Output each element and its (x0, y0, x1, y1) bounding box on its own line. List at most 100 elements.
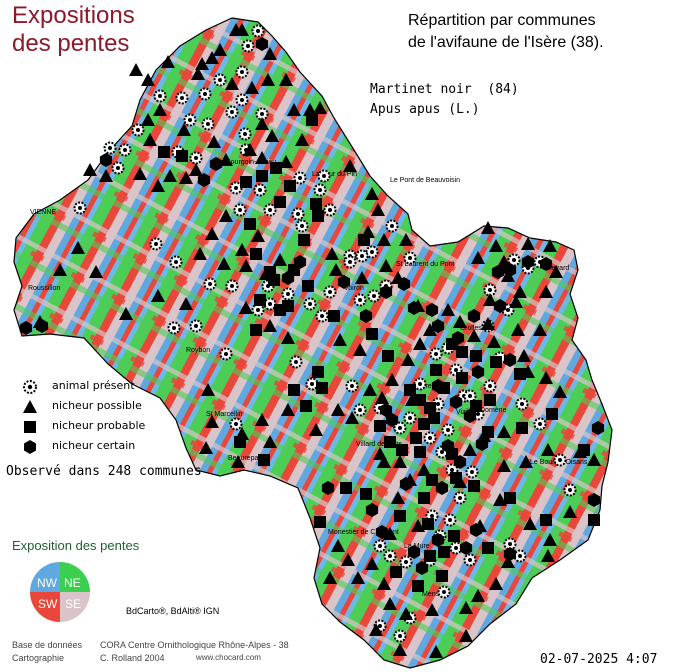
probable-nester-marker (310, 198, 322, 210)
quadrant-se (60, 592, 90, 622)
present-marker (213, 73, 227, 87)
legend-item-possible: nicheur possible (22, 396, 145, 416)
possible-nester-marker (313, 101, 327, 114)
species-common-name: Martinet noir (84) (370, 82, 519, 97)
square-icon (24, 421, 36, 433)
possible-nester-marker (71, 241, 85, 254)
present-marker (413, 377, 427, 391)
possible-nester-marker (521, 237, 535, 250)
possible-nester-marker (459, 629, 473, 642)
possible-nester-marker (481, 317, 495, 330)
present-marker (313, 183, 327, 197)
certain-nester-marker (337, 275, 351, 289)
probable-nester-marker (254, 294, 266, 306)
certain-nester-marker (441, 439, 455, 453)
possible-nester-marker (143, 133, 157, 146)
probable-nester-marker (284, 180, 296, 192)
probable-nester-marker (316, 382, 328, 394)
present-marker (219, 347, 233, 361)
possible-nester-marker (329, 263, 343, 276)
present-marker (167, 321, 181, 335)
probable-nester-marker (468, 480, 480, 492)
town-label: Villard de Lans (356, 441, 403, 448)
possible-nester-marker (459, 601, 473, 614)
possible-nester-marker (199, 441, 213, 454)
possible-nester-marker (411, 519, 425, 532)
present-marker (449, 541, 463, 555)
probable-nester-marker (504, 492, 516, 504)
possible-nester-marker (279, 73, 293, 86)
present-marker (263, 203, 277, 217)
quadrant-label: NE (64, 576, 81, 590)
possible-nester-marker (489, 577, 503, 590)
present-marker (323, 203, 337, 217)
present-marker (443, 513, 457, 527)
possible-nester-marker (207, 135, 221, 148)
probable-nester-marker (428, 412, 440, 424)
present-marker (385, 219, 399, 233)
present-marker (238, 127, 252, 141)
certain-nester-marker (397, 277, 411, 291)
possible-nester-marker (489, 239, 503, 252)
probable-nester-marker (312, 210, 324, 222)
present-marker (73, 201, 87, 215)
certain-nester-marker (491, 265, 505, 279)
map-sources: BdCarto®, BdAlti® IGN (126, 606, 220, 616)
probable-nester-marker (256, 170, 268, 182)
possible-nester-marker (177, 123, 191, 136)
present-marker (175, 91, 189, 105)
probable-nester-marker (264, 266, 276, 278)
symbol-legend: animal présent nicheur possible nicheur … (22, 376, 145, 456)
possible-nester-marker (543, 239, 557, 252)
possible-nester-marker (497, 425, 511, 438)
certain-nester-marker (469, 523, 483, 537)
possible-nester-marker (511, 323, 525, 336)
probable-nester-marker (358, 234, 370, 246)
possible-nester-marker (377, 455, 391, 468)
possible-nester-marker (219, 209, 233, 222)
probable-nester-marker (384, 436, 396, 448)
present-marker (103, 141, 117, 155)
present-marker (483, 379, 497, 393)
possible-nester-marker (379, 259, 393, 272)
probable-nester-marker (424, 402, 436, 414)
probable-nester-marker (514, 368, 526, 380)
possible-nester-marker (441, 303, 455, 316)
possible-nester-marker (153, 103, 167, 116)
present-marker (367, 289, 381, 303)
present-marker (315, 309, 329, 323)
possible-nester-marker (263, 435, 277, 448)
present-marker (291, 207, 305, 221)
legend-label: animal présent (52, 379, 135, 392)
possible-nester-marker (281, 331, 295, 344)
present-marker (317, 169, 331, 183)
probable-nester-marker (438, 546, 450, 558)
present-marker (305, 377, 319, 391)
possible-nester-marker (193, 247, 207, 260)
possible-nester-marker (219, 153, 233, 166)
present-marker (118, 143, 132, 157)
certain-nester-marker (449, 395, 463, 409)
present-marker (465, 465, 479, 479)
probable-nester-marker (312, 366, 324, 378)
possible-nester-marker (513, 285, 527, 298)
certain-nester-marker (209, 157, 223, 171)
possible-nester-marker (273, 253, 287, 266)
present-marker (441, 423, 455, 437)
possible-nester-marker (399, 607, 413, 620)
certain-nester-marker (407, 545, 421, 559)
present-marker (507, 253, 521, 267)
present-marker (353, 293, 367, 307)
possible-nester-marker (341, 553, 355, 566)
possible-nester-marker (471, 589, 485, 602)
possible-nester-marker (141, 73, 155, 86)
probable-nester-marker (250, 324, 262, 336)
probable-nester-marker (448, 530, 460, 542)
certain-nester-marker (35, 319, 49, 333)
possible-nester-marker (129, 63, 143, 76)
present-marker (203, 277, 217, 291)
probable-nester-marker (158, 146, 170, 158)
possible-nester-marker (235, 23, 249, 36)
certain-nester-marker (475, 437, 489, 451)
website-link[interactable]: www.chocard.com (196, 653, 261, 662)
